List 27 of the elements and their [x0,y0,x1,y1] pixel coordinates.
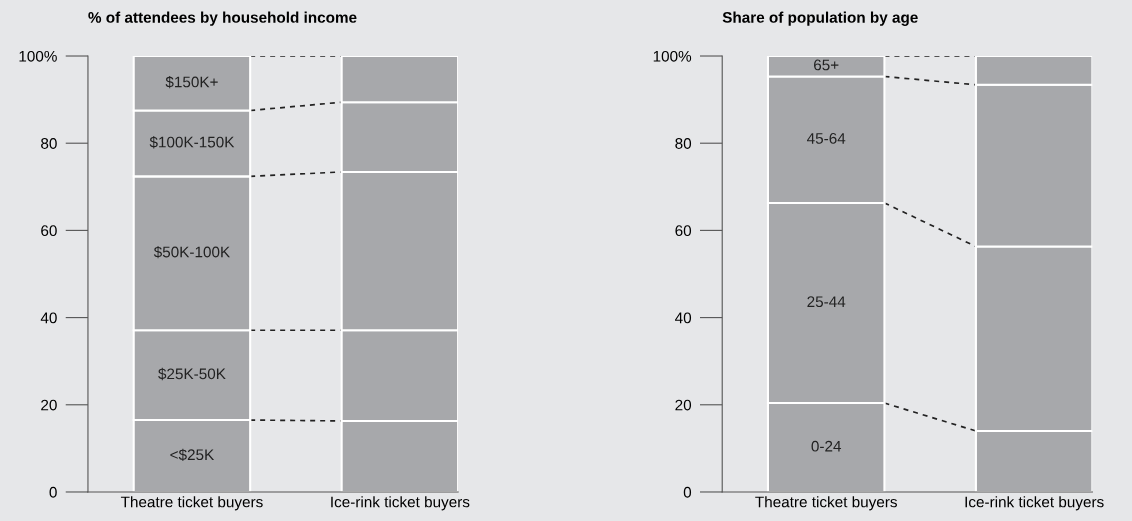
y-tick-label: 100% [653,50,692,62]
series-label: $50K-100K [153,245,230,259]
y-tick-label: 60 [41,225,57,237]
chart-title: % of attendees by household income [88,11,357,26]
y-tick-label: 0 [49,486,57,498]
y-tick-label: 20 [41,399,57,411]
y-tick-label: 0 [683,486,692,498]
y-tick-label: 60 [675,225,692,237]
y-tick-label: 40 [40,312,57,324]
y-tick-label: 40 [675,312,692,324]
y-tick-label: 20 [675,399,692,411]
y-tick-label: 100% [19,50,57,62]
x-tick-label: Theatre ticket buyers [755,496,897,511]
series-label: 45-64 [807,133,846,144]
x-tick-label: Ice-rink ticket buyers [965,496,1104,511]
y-tick-label: 80 [675,138,692,149]
x-tick-label: Ice-rink ticket buyers [331,496,470,511]
y-tick-label: 80 [41,138,57,149]
series-label: <$25K [170,448,215,462]
series-label: $100K-150K [149,136,235,149]
series-label: 0-24 [811,440,842,452]
x-tick-label: Theatre ticket buyers [120,496,263,511]
series-label: 65+ [814,59,839,71]
series-label: 25-44 [807,296,846,308]
series-label: $25K-50K [158,367,226,381]
chart-title: Share of population by age [722,11,918,26]
series-label: $150K+ [165,75,218,89]
